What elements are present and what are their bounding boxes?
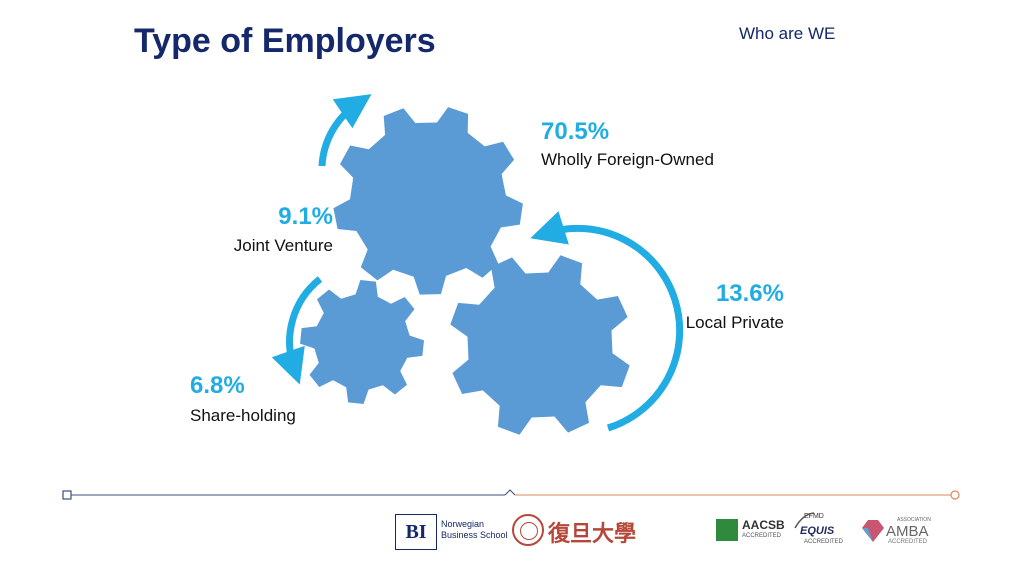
aacsb-logo-sub: ACCREDITED xyxy=(742,533,782,539)
segment-label-joint-venture: Joint Venture xyxy=(233,236,333,255)
arrow-right xyxy=(530,211,684,432)
segment-percent-joint-venture: 9.1% xyxy=(278,203,333,230)
aacsb-logo-name: AACSB xyxy=(742,518,785,532)
bi-logo: BI xyxy=(395,514,437,550)
fudan-logo-text: 復旦大學 xyxy=(548,521,637,547)
equis-logo-top: EFMD xyxy=(804,513,824,520)
fudan-seal-icon xyxy=(512,514,544,546)
segment-label-share-holding: Share-holding xyxy=(190,406,296,425)
section-label: Who are WE xyxy=(739,24,836,43)
amba-logo-top: ASSOCIATION xyxy=(897,517,931,523)
segment-percent-local-private: 13.6% xyxy=(715,280,784,307)
bi-logo-mark: BI xyxy=(405,521,427,543)
segment-label-local-private: Local Private xyxy=(685,313,784,332)
medium-gear xyxy=(450,255,630,435)
arrow-top-left xyxy=(318,94,372,167)
equis-logo-name: EQUIS xyxy=(800,525,835,537)
small-gear xyxy=(300,280,424,404)
large-gear xyxy=(333,107,523,295)
segment-label-wholly-foreign: Wholly Foreign-Owned xyxy=(541,150,714,169)
equis-logo-sub: ACCREDITED xyxy=(804,539,844,545)
segment-percent-share-holding: 6.8% xyxy=(190,372,245,399)
amba-logo-sub: ACCREDITED xyxy=(888,539,928,545)
bi-logo-line1: Norwegian xyxy=(441,519,485,529)
bi-logo-line2: Business School xyxy=(441,530,508,540)
page-title: Type of Employers xyxy=(134,22,436,60)
segment-percent-wholly-foreign: 70.5% xyxy=(541,118,610,145)
amba-logo-name: AMBA xyxy=(886,523,929,540)
arrow-left xyxy=(271,276,323,385)
aacsb-logo-icon xyxy=(716,519,738,541)
